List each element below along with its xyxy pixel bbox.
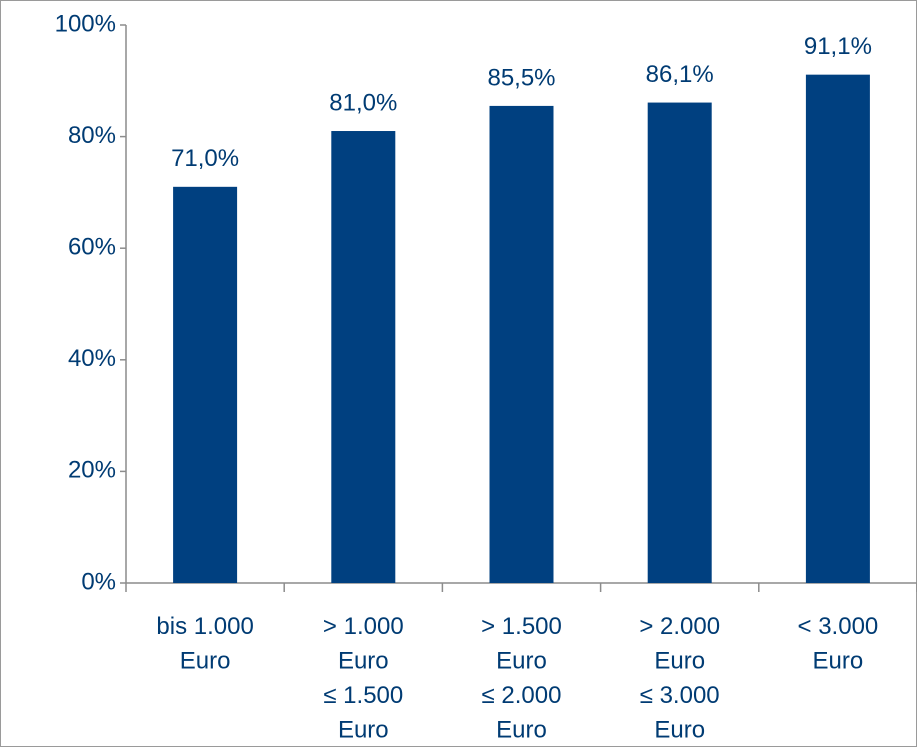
y-tick-label: 40% — [68, 345, 116, 372]
bar — [489, 105, 554, 583]
x-tick-label: bis 1.000 Euro — [156, 613, 253, 675]
y-tick-label: 0% — [81, 568, 116, 595]
bar — [173, 186, 238, 583]
x-tick-label: > 2.000 Euro ≤ 3.000 Euro — [639, 613, 720, 744]
x-tick-label: > 1.500 Euro ≤ 2.000 Euro — [481, 613, 562, 744]
y-tick-label: 20% — [68, 457, 116, 484]
y-tick-label: 80% — [68, 122, 116, 149]
bar — [805, 74, 870, 584]
x-tick-label: < 3.000 Euro — [798, 613, 879, 675]
value-label: 91,1% — [804, 33, 872, 60]
value-label: 86,1% — [646, 61, 714, 88]
y-tick-label: 60% — [68, 234, 116, 261]
x-tick-label: > 1.000 Euro ≤ 1.500 Euro — [323, 613, 404, 744]
value-label: 81,0% — [329, 89, 397, 116]
value-label: 71,0% — [171, 145, 239, 172]
y-tick-label: 100% — [55, 10, 116, 37]
bar — [647, 102, 712, 583]
bar — [331, 131, 396, 583]
value-label: 85,5% — [487, 64, 555, 91]
